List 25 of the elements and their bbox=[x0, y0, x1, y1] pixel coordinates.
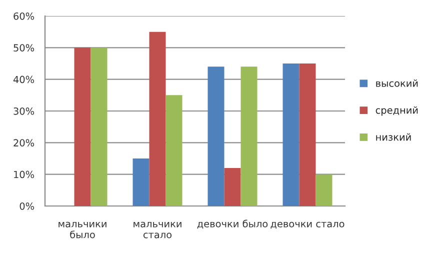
x-tick-label: мальчики было bbox=[58, 222, 106, 238]
x-tick-label: девочки было bbox=[197, 220, 268, 229]
legend-label: высокий bbox=[376, 79, 418, 87]
y-tick-label: 60% bbox=[14, 12, 34, 20]
y-tick-label: 20% bbox=[14, 139, 34, 146]
y-tick-label: 40% bbox=[13, 76, 34, 84]
bar bbox=[90, 48, 108, 206]
bar bbox=[299, 64, 316, 206]
y-tick-label: 10% bbox=[14, 170, 34, 178]
legend-label: средний bbox=[376, 106, 418, 116]
bar bbox=[166, 95, 182, 206]
bar bbox=[240, 66, 258, 206]
bar bbox=[282, 64, 300, 206]
bar bbox=[74, 48, 91, 206]
y-tick-label: 50% bbox=[14, 44, 34, 52]
legend-label: низкий bbox=[376, 133, 411, 141]
bar bbox=[316, 174, 332, 206]
bar bbox=[132, 158, 150, 206]
x-tick-label: девочки стало bbox=[270, 222, 344, 229]
bar bbox=[208, 66, 224, 206]
bar bbox=[149, 32, 166, 206]
y-tick-label: 0% bbox=[20, 202, 34, 210]
x-tick-label: мальчики стало bbox=[134, 222, 182, 238]
y-tick-label: 30% bbox=[14, 107, 34, 115]
bar bbox=[224, 168, 241, 206]
